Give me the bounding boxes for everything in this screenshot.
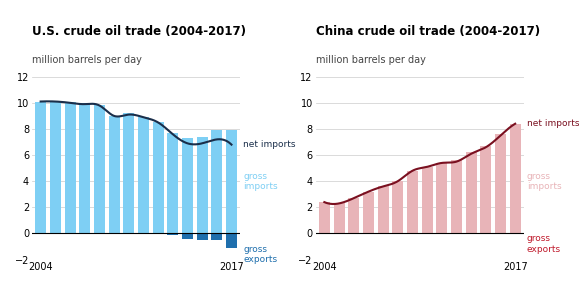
Text: gross
exports: gross exports: [527, 234, 561, 254]
Text: gross
imports: gross imports: [243, 171, 278, 191]
Bar: [319, 202, 330, 233]
Bar: [466, 233, 477, 234]
Text: U.S. crude oil trade (2004-2017): U.S. crude oil trade (2004-2017): [32, 25, 246, 38]
Bar: [35, 101, 46, 233]
Bar: [182, 138, 193, 233]
Bar: [226, 130, 237, 233]
Bar: [79, 103, 90, 233]
Bar: [153, 122, 164, 233]
Bar: [422, 167, 433, 233]
Bar: [451, 160, 462, 233]
Bar: [197, 137, 208, 233]
Bar: [495, 233, 506, 234]
Bar: [510, 124, 521, 233]
Bar: [378, 186, 389, 233]
Bar: [50, 101, 61, 233]
Bar: [481, 233, 492, 234]
Bar: [407, 171, 418, 233]
Bar: [211, 233, 222, 240]
Text: million barrels per day: million barrels per day: [32, 55, 142, 65]
Text: net imports: net imports: [243, 140, 296, 149]
Bar: [466, 153, 477, 233]
Bar: [392, 181, 403, 233]
Bar: [182, 233, 193, 239]
Bar: [211, 130, 222, 233]
Bar: [197, 233, 208, 240]
Bar: [138, 117, 149, 233]
Bar: [108, 116, 119, 233]
Bar: [123, 113, 134, 233]
Bar: [167, 233, 178, 235]
Bar: [481, 146, 492, 233]
Bar: [94, 105, 105, 233]
Text: China crude oil trade (2004-2017): China crude oil trade (2004-2017): [316, 25, 540, 38]
Text: net imports: net imports: [527, 119, 579, 128]
Bar: [495, 134, 506, 233]
Bar: [226, 233, 237, 248]
Bar: [334, 204, 345, 233]
Bar: [348, 198, 359, 233]
Text: million barrels per day: million barrels per day: [316, 55, 426, 65]
Text: gross
imports: gross imports: [527, 171, 562, 191]
Bar: [64, 101, 75, 233]
Text: gross
exports: gross exports: [243, 245, 277, 264]
Bar: [363, 192, 374, 233]
Bar: [167, 133, 178, 233]
Bar: [451, 233, 462, 234]
Bar: [510, 233, 521, 234]
Bar: [437, 163, 448, 233]
